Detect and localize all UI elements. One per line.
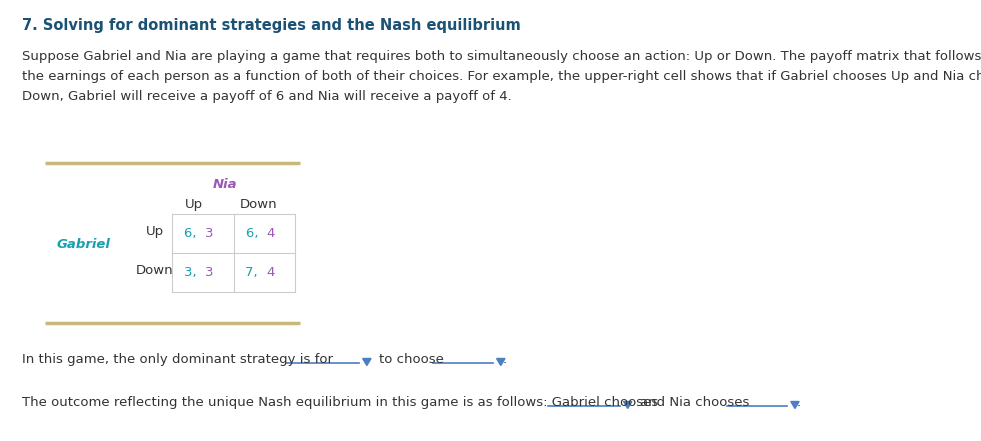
Text: and Nia chooses: and Nia chooses [640, 396, 749, 409]
Text: Down, Gabriel will receive a payoff of 6 and Nia will receive a payoff of 4.: Down, Gabriel will receive a payoff of 6… [22, 90, 512, 103]
Polygon shape [791, 401, 800, 408]
Polygon shape [624, 401, 632, 408]
Text: 6,: 6, [184, 227, 201, 240]
Text: In this game, the only dominant strategy is for: In this game, the only dominant strategy… [22, 353, 333, 366]
Text: 7. Solving for dominant strategies and the Nash equilibrium: 7. Solving for dominant strategies and t… [22, 18, 521, 33]
Polygon shape [496, 359, 505, 366]
Text: Suppose Gabriel and Nia are playing a game that requires both to simultaneously : Suppose Gabriel and Nia are playing a ga… [22, 50, 981, 63]
Text: 3: 3 [205, 227, 213, 240]
Text: 4: 4 [266, 266, 275, 279]
Polygon shape [363, 359, 371, 366]
Text: Up: Up [146, 224, 164, 238]
Text: Nia: Nia [213, 178, 237, 191]
Text: .: . [503, 353, 507, 366]
Text: the earnings of each person as a function of both of their choices. For example,: the earnings of each person as a functio… [22, 70, 981, 83]
Text: The outcome reflecting the unique Nash equilibrium in this game is as follows: G: The outcome reflecting the unique Nash e… [22, 396, 658, 409]
Text: 4: 4 [266, 227, 275, 240]
Text: Down: Down [240, 198, 278, 211]
Text: Gabriel: Gabriel [57, 239, 111, 251]
Text: .: . [797, 396, 801, 409]
Text: Down: Down [136, 265, 174, 277]
Text: Up: Up [185, 198, 203, 211]
Text: 3: 3 [205, 266, 213, 279]
Text: 7,: 7, [245, 266, 262, 279]
Text: 6,: 6, [245, 227, 262, 240]
Text: 3,: 3, [183, 266, 201, 279]
Text: to choose: to choose [379, 353, 443, 366]
